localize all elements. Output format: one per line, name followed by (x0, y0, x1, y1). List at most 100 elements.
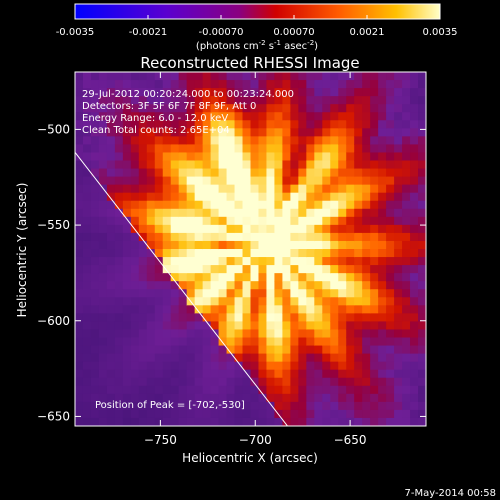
heatmap-cell (322, 273, 331, 282)
heatmap-cell (306, 216, 315, 226)
heatmap-cell (114, 168, 124, 178)
heatmap-cell (394, 377, 403, 387)
heatmap-cell (394, 224, 403, 234)
heatmap-cell (170, 297, 180, 306)
heatmap-cell (170, 361, 180, 371)
heatmap-cell (138, 144, 148, 154)
heatmap-cell (218, 216, 228, 226)
heatmap-cell (154, 385, 164, 395)
heatmap-cell (274, 417, 284, 426)
heatmap-cell (106, 321, 116, 331)
heatmap-cell (122, 168, 132, 178)
heatmap-cell (186, 200, 196, 210)
heatmap-cell (290, 281, 299, 290)
heatmap-cell (410, 128, 419, 137)
heatmap-cell (218, 353, 228, 363)
heatmap-cell (314, 385, 323, 395)
heatmap-cell (186, 72, 196, 81)
heatmap-cell (202, 176, 212, 186)
heatmap-cell (162, 224, 172, 234)
heatmap-cell (274, 273, 284, 282)
heatmap-cell (218, 80, 228, 89)
heatmap-cell (346, 257, 355, 266)
heatmap-cell (346, 329, 355, 339)
chart-title: Reconstructed RHESSI Image (140, 54, 359, 72)
heatmap-cell (130, 88, 140, 97)
heatmap-cell (234, 417, 244, 426)
colorbar-tick-label: -0.0021 (129, 27, 168, 38)
heatmap-cell (250, 289, 260, 298)
heatmap-cell (242, 377, 252, 387)
heatmap-cell (418, 409, 426, 419)
heatmap-cell (178, 329, 188, 339)
heatmap-cell (386, 144, 395, 154)
heatmap-cell (386, 184, 395, 194)
heatmap-cell (242, 273, 252, 282)
heatmap-cell (146, 289, 156, 298)
heatmap-cell (250, 184, 260, 194)
heatmap-cell (250, 353, 260, 363)
heatmap-cell (410, 273, 419, 282)
heatmap-cell (146, 120, 156, 129)
heatmap-cell (130, 329, 140, 339)
heatmap-cell (106, 401, 116, 411)
heatmap-cell (394, 385, 403, 395)
heatmap-cell (242, 152, 252, 162)
heatmap-cell (322, 289, 331, 298)
heatmap-cell (362, 361, 371, 371)
heatmap-cell (178, 257, 188, 266)
heatmap-cell (154, 361, 164, 371)
heatmap-cell (82, 409, 92, 419)
heatmap-cell (354, 224, 363, 234)
heatmap-cell (378, 96, 387, 105)
heatmap-cell (154, 345, 164, 355)
heatmap-cell (130, 281, 140, 290)
heatmap-cell (234, 297, 244, 306)
heatmap-cell (386, 281, 395, 290)
heatmap-cell (218, 136, 228, 146)
heatmap-cell (82, 176, 92, 186)
heatmap-cell (114, 104, 124, 113)
heatmap-cell (82, 313, 92, 323)
heatmap-cell (154, 128, 164, 137)
heatmap-cell (114, 80, 124, 89)
heatmap-cell (106, 176, 116, 186)
heatmap-cell (298, 329, 307, 339)
heatmap-cell (402, 152, 411, 162)
heatmap-cell (75, 369, 84, 379)
heatmap-cell (226, 345, 236, 355)
heatmap-cell (362, 176, 371, 186)
heatmap-cell (226, 168, 236, 178)
heatmap-cell (266, 120, 276, 129)
heatmap-cell (402, 208, 411, 218)
heatmap-cell (146, 313, 156, 323)
heatmap-cell (75, 240, 84, 250)
heatmap-cell (106, 313, 116, 323)
heatmap-cell (170, 224, 180, 234)
heatmap-cell (274, 329, 284, 339)
heatmap-cell (146, 200, 156, 210)
heatmap-cell (234, 176, 244, 186)
heatmap-cell (322, 144, 331, 154)
heatmap-cell (330, 409, 339, 419)
heatmap-cell (146, 265, 156, 274)
heatmap-cell (218, 176, 228, 186)
heatmap-cell (122, 417, 132, 426)
heatmap-cell (138, 297, 148, 306)
heatmap-cell (162, 361, 172, 371)
heatmap-cell (394, 281, 403, 290)
heatmap-cell (234, 104, 244, 113)
heatmap-cell (82, 184, 92, 194)
heatmap-cell (338, 329, 347, 339)
heatmap-cell (266, 144, 276, 154)
heatmap-cell (306, 240, 315, 250)
heatmap-cell (154, 72, 164, 81)
heatmap-cell (354, 281, 363, 290)
heatmap-cell (330, 80, 339, 89)
heatmap-cell (170, 409, 180, 419)
heatmap-cell (226, 136, 236, 146)
heatmap-cell (258, 200, 268, 210)
heatmap-cell (234, 385, 244, 395)
heatmap-cell (234, 168, 244, 178)
heatmap-cell (274, 353, 284, 363)
